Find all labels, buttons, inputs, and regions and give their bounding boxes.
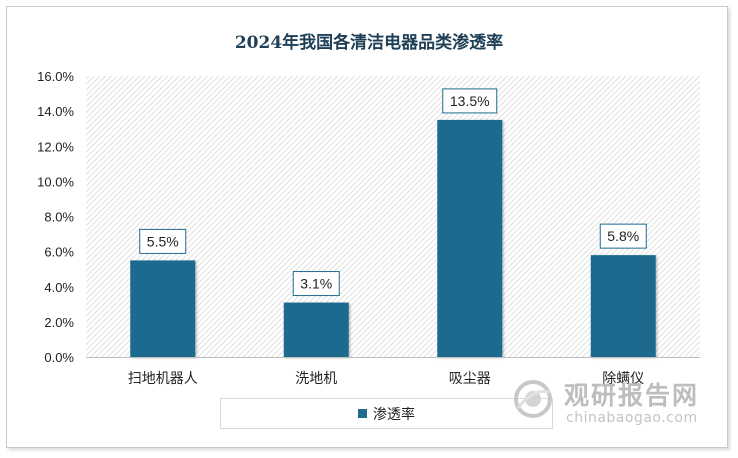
- watermark: 观研报告网 chinabaogao.com: [512, 374, 722, 434]
- y-tick-label: 12.0%: [37, 139, 74, 154]
- legend-label: 渗透率: [373, 405, 415, 422]
- data-label-box: [599, 223, 647, 249]
- watermark-logo-icon: [514, 380, 552, 418]
- y-tick-label: 14.0%: [37, 104, 74, 119]
- chart-title: 2024年我国各清洁电器品类渗透率: [234, 33, 504, 53]
- data-label: 5.5%: [147, 233, 179, 249]
- x-tick-label: 扫地机器人: [128, 371, 198, 387]
- y-tick-label: 6.0%: [44, 245, 74, 260]
- bar: [590, 255, 656, 357]
- x-axis: 扫地机器人 洗地机 吸尘器 除螨仪: [86, 357, 700, 387]
- x-tick-label: 吸尘器: [449, 371, 491, 387]
- y-axis: 0.0% 2.0% 4.0% 6.0% 8.0% 10.0% 12.0% 14.0% 16.0%: [37, 69, 74, 365]
- data-label: 3.1%: [300, 276, 332, 292]
- data-label: 13.5%: [450, 93, 490, 109]
- y-tick-label: 16.0%: [37, 69, 74, 84]
- bars: 5.5% 3.1% 13.5% 5.8%: [130, 88, 656, 357]
- y-tick-label: 8.0%: [44, 210, 74, 225]
- bar: [130, 260, 196, 357]
- y-tick-label: 0.0%: [44, 350, 74, 365]
- watermark-url: chinabaogao.com: [566, 410, 698, 426]
- bar: [437, 119, 503, 357]
- data-label-box: [139, 228, 187, 254]
- x-tick-label: 洗地机: [295, 371, 337, 387]
- legend: 渗透率: [220, 398, 553, 429]
- data-label: 5.8%: [607, 228, 639, 244]
- watermark-text: 观研报告网: [564, 381, 700, 410]
- data-label-box: [292, 271, 340, 297]
- x-tick-label: 除螨仪: [602, 371, 644, 387]
- data-label-box: [442, 88, 498, 114]
- bar: [283, 302, 349, 357]
- legend-swatch: [358, 409, 367, 418]
- y-tick-label: 10.0%: [37, 174, 74, 189]
- y-tick-label: 4.0%: [44, 280, 74, 295]
- y-tick-label: 2.0%: [44, 315, 74, 330]
